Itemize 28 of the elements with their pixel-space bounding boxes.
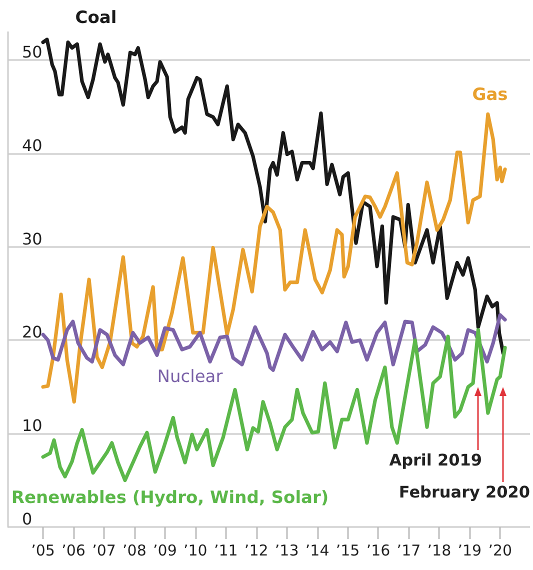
series-label: Nuclear — [157, 367, 223, 387]
series-label: Renewables (Hydro, Wind, Solar) — [11, 488, 329, 508]
x-tick-label: ’06 — [62, 542, 86, 560]
x-tick-label: ’07 — [92, 542, 116, 560]
x-tick-label: ’14 — [305, 542, 330, 560]
x-tick-label: ’12 — [244, 542, 268, 560]
x-tick-label: ’05 — [31, 542, 55, 560]
x-tick-label: ’11 — [214, 542, 238, 560]
y-tick-label: 10 — [22, 416, 42, 436]
x-tick-label: ’19 — [458, 542, 482, 560]
y-tick-label: 20 — [22, 322, 42, 342]
series-label: Coal — [75, 8, 117, 28]
x-tick-label: ’09 — [153, 542, 177, 560]
x-tick-label: ’10 — [183, 542, 208, 560]
x-tick-label: ’13 — [274, 542, 299, 560]
series-label: Gas — [472, 85, 508, 105]
y-tick-label: 0 — [22, 510, 32, 528]
y-tick-label: 30 — [22, 229, 42, 248]
x-tick-label: ’18 — [427, 542, 452, 560]
annotation: February 2020 — [398, 482, 530, 502]
x-tick-label: ’08 — [122, 542, 146, 560]
x-tick-label: ’15 — [336, 542, 360, 560]
y-tick-label: 40 — [22, 136, 42, 155]
x-tick-label: ’20 — [488, 542, 512, 560]
x-tick-label: ’17 — [396, 542, 421, 560]
y-tick-label: 50 — [22, 42, 42, 62]
annotation: April 2019 — [389, 450, 482, 470]
x-tick-label: ’16 — [366, 542, 390, 560]
